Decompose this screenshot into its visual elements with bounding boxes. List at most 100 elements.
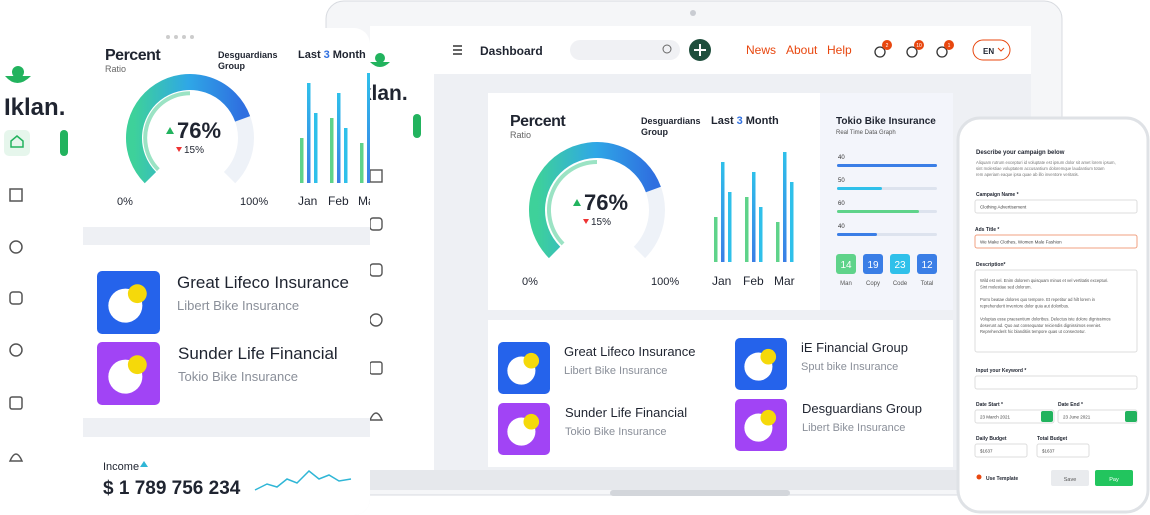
last-part: 3 (737, 115, 743, 127)
notify-icon[interactable] (936, 46, 948, 58)
input[interactable] (974, 409, 1055, 424)
card-icon-dot (127, 355, 147, 375)
textarea[interactable] (974, 269, 1138, 353)
percent-title: Percent (510, 113, 566, 130)
last-months: Last 3 Month (711, 115, 779, 127)
nav-icon[interactable] (9, 240, 23, 254)
mini-bar (314, 113, 318, 183)
gauge-value: 76% (584, 190, 628, 215)
field-label: Input your Keyword * (976, 368, 1026, 374)
calendar-button[interactable] (1125, 411, 1137, 422)
gauge-min: 0% (522, 276, 538, 288)
bar-label: 50 (838, 178, 845, 184)
intro-line: rem aperiam eaque ipsa quae ab illo inve… (976, 172, 1079, 177)
bar-fill (837, 210, 919, 213)
gauge-inner (547, 160, 598, 246)
badge (944, 40, 954, 50)
template-label[interactable]: Use Template (986, 476, 1018, 482)
search-icon (662, 44, 672, 54)
nav-icon[interactable] (8, 453, 24, 462)
up-arrow (166, 127, 174, 134)
nav-icon[interactable] (9, 396, 23, 410)
stat-value: 23 (894, 260, 906, 271)
mini-bar (752, 172, 756, 262)
save-button[interactable] (1051, 470, 1089, 486)
gauge-inner (143, 91, 191, 172)
badge (882, 40, 892, 50)
badge-count: 1 (948, 43, 951, 49)
card-sub: Sput bike Insurance (801, 361, 898, 373)
nav-title: Dashboard (480, 44, 543, 58)
input[interactable] (974, 443, 1028, 458)
mini-bar (344, 128, 348, 183)
input[interactable] (1036, 443, 1090, 458)
card-sub: Tokio Bike Insurance (178, 369, 298, 384)
stat-label: Total (921, 281, 934, 287)
field-label: Total Budget (1037, 436, 1068, 442)
stat-box (836, 254, 856, 274)
mini-bar (776, 222, 780, 262)
stat-label: Code (893, 281, 908, 287)
bar-label: 60 (838, 201, 845, 207)
card-sub: Tokio Bike Insurance (565, 426, 667, 438)
up-arrow (573, 199, 581, 206)
add-icon (694, 44, 706, 56)
input[interactable] (974, 234, 1138, 249)
field-label: Daily Budget (976, 436, 1007, 442)
stat-value: 12 (921, 260, 933, 271)
calendar-button[interactable] (1041, 411, 1053, 422)
laptop-notch (610, 490, 790, 496)
nav-link[interactable]: News (746, 43, 776, 57)
description-line: Reprehenderit hic blanditiis tempore qua… (980, 329, 1086, 334)
income-label: Income (103, 461, 139, 473)
gauge-change: 15% (591, 217, 611, 228)
card-title: Sunder Life Financial (565, 405, 687, 420)
language[interactable] (972, 39, 1011, 61)
cards-panel (488, 320, 953, 467)
chevron (997, 47, 1005, 52)
description-line: Wild est vel. Enim dolorem quisquam minu… (980, 278, 1108, 283)
search[interactable] (570, 40, 680, 60)
mini-bar (330, 118, 334, 183)
form-heading: Describe your campaign below (976, 150, 1065, 156)
bar-label: 40 (838, 224, 845, 230)
logo-mark (5, 76, 31, 83)
home-icon (10, 135, 24, 148)
nav-icon[interactable] (9, 291, 23, 305)
notify-icon[interactable] (906, 46, 918, 58)
mini-bar (790, 182, 794, 262)
stat-value: 19 (867, 260, 879, 271)
bar-fill (837, 164, 937, 167)
input[interactable] (974, 199, 1138, 214)
mini-bar (307, 83, 311, 183)
field-label: Campaign Name * (976, 192, 1019, 198)
nav-link[interactable]: Help (827, 43, 852, 57)
pay-button[interactable] (1095, 470, 1133, 486)
down-arrow (176, 147, 182, 152)
gauge-max: 100% (240, 196, 268, 208)
input-value: $1637 (980, 449, 993, 454)
last-part: Last (711, 115, 734, 127)
input-value: We Make Clothes, Women Male Fashion (980, 240, 1062, 245)
last-part: Last (298, 49, 321, 61)
nav-icon[interactable] (368, 412, 384, 421)
description-line: Voluptas esse praesentium doloribus. Del… (980, 316, 1111, 321)
logo: Iklan. (4, 94, 65, 121)
nav-home[interactable] (4, 130, 30, 156)
language-label: EN (983, 47, 994, 56)
template-icon (976, 474, 982, 480)
month: Mar (774, 274, 795, 288)
badge-count: 2 (886, 43, 889, 49)
mini-bar (300, 138, 304, 183)
card-sub: Libert Bike Insurance (177, 298, 299, 313)
nav-icon[interactable] (9, 343, 23, 357)
group: Desguardians (218, 50, 278, 60)
nav-link[interactable]: About (786, 43, 818, 57)
nav-icon[interactable] (9, 188, 23, 202)
notify-icon[interactable] (874, 46, 886, 58)
month: Jan (712, 274, 731, 288)
input[interactable] (974, 375, 1138, 390)
field-label: Ads Title * (975, 227, 999, 233)
logo-mark (370, 62, 390, 67)
up-arrow (140, 461, 148, 467)
